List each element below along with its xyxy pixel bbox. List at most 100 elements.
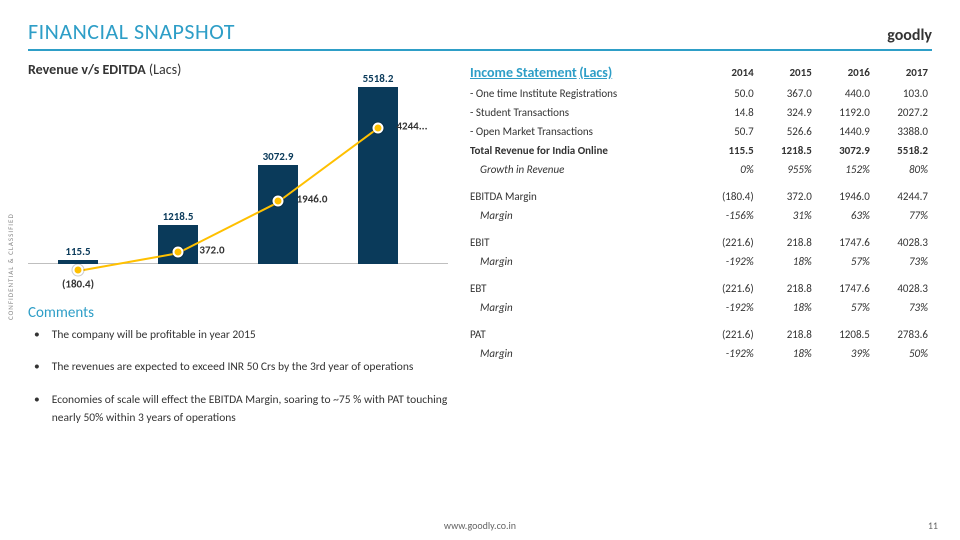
line-value-label: 1946.0 [297,193,328,206]
cell-value: 18% [758,252,816,271]
table-row: EBIT(221.6)218.81747.64028.3 [466,233,932,252]
bar-value-label: 115.5 [65,245,90,258]
cell-value: 50% [874,344,932,363]
table-row [466,317,932,325]
row-label: Margin [466,252,698,271]
cell-value: 57% [816,252,874,271]
bullet-icon: • [34,391,40,428]
logo: goodly [887,26,932,45]
comment-item: •The company will be profitable in year … [34,326,448,344]
row-label: Margin [466,206,698,225]
line-value-label: 4244... [396,119,427,132]
cell-value: (221.6) [698,325,757,344]
bar-value-label: 1218.5 [163,210,194,223]
cell-value: 73% [874,252,932,271]
income-title-cell: Income Statement (Lacs) [466,61,698,84]
table-row [466,179,932,187]
cell-value: 324.9 [758,103,816,122]
cell-value: 50.7 [698,122,757,141]
chart-marker [73,264,84,275]
cell-value: 526.6 [758,122,816,141]
comment-item: • The revenues are expected to exceed INR… [34,358,448,376]
row-label: EBITDA Margin [466,187,698,206]
cell-value: 152% [816,160,874,179]
cell-value: 5518.2 [874,141,932,160]
table-row: Growth in Revenue0%955%152%80% [466,160,932,179]
row-label: - Student Transactions [466,103,698,122]
cell-value: 1747.6 [816,233,874,252]
cell-value: 1747.6 [816,279,874,298]
comments-block: Comments •The company will be profitable… [28,304,448,428]
chart-col: 3072.9 [248,150,308,264]
revenue-ebitda-chart: 115.51218.53072.95518.2(180.4)372.01946.… [28,84,448,284]
cell-value: -192% [698,344,757,363]
page-title: FINANCIAL SNAPSHOT [28,18,235,45]
cell-value: 3072.9 [816,141,874,160]
cell-value: 4244.7 [874,187,932,206]
year-header: 2015 [758,61,816,84]
cell-value: 1440.9 [816,122,874,141]
cell-value: 73% [874,298,932,317]
chart-marker [373,122,384,133]
row-label: - Open Market Transactions [466,122,698,141]
year-header: 2014 [698,61,757,84]
row-label: Total Revenue for India Online [466,141,698,160]
cell-value: 18% [758,298,816,317]
cell-value: 218.8 [758,279,816,298]
table-row: Margin-192%18%57%73% [466,252,932,271]
cell-value: 218.8 [758,233,816,252]
cell-value: 367.0 [758,84,816,103]
cell-value: 31% [758,206,816,225]
cell-value: 955% [758,160,816,179]
cell-value: 2783.6 [874,325,932,344]
row-label: Margin [466,298,698,317]
table-row: EBITDA Margin(180.4)372.01946.04244.7 [466,187,932,206]
comment-text: The revenues are expected to exceed INR … [52,358,414,376]
bar-value-label: 3072.9 [263,150,294,163]
cell-value: (180.4) [698,187,757,206]
cell-value: 4028.3 [874,279,932,298]
bullet-icon: • [34,358,40,376]
cell-value: 440.0 [816,84,874,103]
cell-value: (221.6) [698,233,757,252]
table-row: - Student Transactions14.8324.91192.0202… [466,103,932,122]
cell-value: 1218.5 [758,141,816,160]
cell-value: 80% [874,160,932,179]
table-row: - Open Market Transactions50.7526.61440.… [466,122,932,141]
cell-value: 2027.2 [874,103,932,122]
cell-value: 218.8 [758,325,816,344]
comment-item: • Economies of scale will effect the EBIT… [34,391,448,428]
row-label: PAT [466,325,698,344]
table-row: EBT(221.6)218.81747.64028.3 [466,279,932,298]
year-header: 2017 [874,61,932,84]
cell-value: 77% [874,206,932,225]
table-row: Margin-192%18%39%50% [466,344,932,363]
chart-title-main: Revenue v/s EDITDA [28,61,146,78]
table-row: PAT(221.6)218.81208.52783.6 [466,325,932,344]
comments-list: •The company will be profitable in year … [28,326,448,428]
bullet-icon: • [34,326,40,344]
header: FINANCIAL SNAPSHOT goodly [28,18,932,51]
cell-value: 1208.5 [816,325,874,344]
table-row: Total Revenue for India Online115.51218.… [466,141,932,160]
table-row: Margin-156%31%63%77% [466,206,932,225]
income-statement-table: Income Statement (Lacs)2014201520162017 … [466,61,932,363]
bar-value-label: 5518.2 [363,72,394,85]
row-label: Margin [466,344,698,363]
cell-value: 0% [698,160,757,179]
cell-value: 1946.0 [816,187,874,206]
comments-heading: Comments [28,304,448,322]
row-label: EBIT [466,233,698,252]
row-label: - One time Institute Registrations [466,84,698,103]
cell-value: 14.8 [698,103,757,122]
cell-value: 50.0 [698,84,757,103]
cell-value: 103.0 [874,84,932,103]
comment-text: Economies of scale will effect the EBITD… [52,391,448,428]
table-row [466,225,932,233]
cell-value: -156% [698,206,757,225]
cell-value: (221.6) [698,279,757,298]
confidential-label: CONFIDENTIAL & CLASSIFIED [6,213,15,320]
cell-value: 63% [816,206,874,225]
table-row [466,271,932,279]
line-value-label: 372.0 [199,244,224,257]
